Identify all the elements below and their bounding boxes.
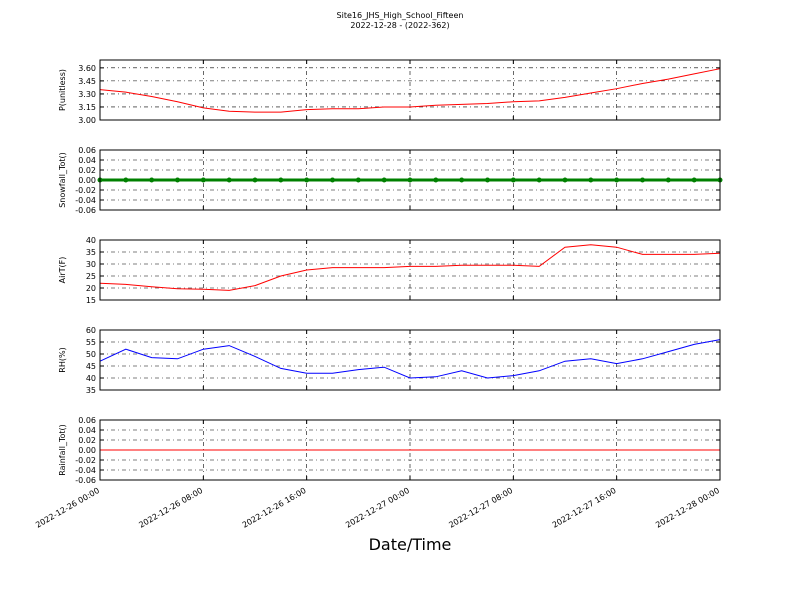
y-tick-label: 20 bbox=[86, 284, 96, 293]
chart-subtitle: 2022-12-28 - (2022-362) bbox=[350, 21, 449, 30]
data-point bbox=[510, 177, 516, 183]
data-point bbox=[330, 177, 335, 183]
data-point bbox=[175, 177, 180, 183]
y-tick-label: 3.30 bbox=[78, 90, 96, 99]
y-tick-label: 40 bbox=[86, 236, 96, 245]
data-point bbox=[407, 177, 413, 183]
data-point bbox=[665, 177, 671, 183]
y-axis-label: Rainfall_Tot() bbox=[58, 424, 67, 476]
y-tick-label: -0.02 bbox=[75, 456, 96, 465]
y-axis-label: P(unitless) bbox=[58, 69, 67, 111]
y-tick-label: 40 bbox=[86, 374, 96, 383]
y-tick-label: -0.06 bbox=[75, 206, 96, 215]
y-tick-label: 3.60 bbox=[78, 64, 96, 73]
data-point bbox=[226, 177, 232, 183]
data-line bbox=[99, 244, 721, 291]
y-tick-label: 0.02 bbox=[78, 166, 96, 175]
y-tick-label: 0.06 bbox=[78, 146, 96, 155]
data-point bbox=[278, 177, 284, 183]
chart-title: Site16_JHS_High_School_Fifteen bbox=[337, 11, 464, 20]
data-point bbox=[200, 177, 206, 183]
data-point bbox=[123, 177, 129, 183]
y-tick-label: 35 bbox=[86, 248, 96, 257]
plot-frame bbox=[99, 329, 721, 391]
y-tick-label: 3.45 bbox=[78, 77, 96, 86]
y-axis-label: AirT(F) bbox=[58, 257, 67, 284]
y-tick-label: 0.04 bbox=[78, 156, 96, 165]
x-axis-label: Date/Time bbox=[369, 535, 452, 554]
y-tick-label: 0.02 bbox=[78, 436, 96, 445]
data-point bbox=[252, 177, 258, 183]
y-tick-label: 3.00 bbox=[78, 116, 96, 125]
y-tick-label: 0.00 bbox=[78, 176, 96, 185]
data-point bbox=[640, 177, 645, 183]
plot-frame bbox=[99, 59, 721, 121]
y-tick-label: 55 bbox=[86, 338, 96, 347]
plot-frame bbox=[99, 149, 721, 211]
data-line bbox=[99, 339, 721, 379]
y-tick-label: 30 bbox=[86, 260, 96, 269]
y-tick-label: 60 bbox=[86, 326, 96, 335]
data-point bbox=[304, 177, 310, 183]
y-tick-label: 0.04 bbox=[78, 426, 96, 435]
plot-frame bbox=[99, 419, 721, 481]
y-tick-label: -0.04 bbox=[75, 196, 96, 205]
y-tick-label: -0.04 bbox=[75, 466, 96, 475]
data-point bbox=[536, 177, 542, 183]
y-tick-label: 50 bbox=[86, 350, 96, 359]
data-point bbox=[562, 177, 568, 183]
y-axis-label: Snowfall_Tot() bbox=[58, 152, 67, 208]
y-tick-label: 0.06 bbox=[78, 416, 96, 425]
y-tick-label: 0.00 bbox=[78, 446, 96, 455]
data-point bbox=[433, 177, 439, 183]
y-tick-label: 35 bbox=[86, 386, 96, 395]
y-tick-label: 15 bbox=[86, 296, 96, 305]
data-point bbox=[614, 177, 620, 183]
y-tick-label: -0.06 bbox=[75, 476, 96, 485]
data-point bbox=[691, 177, 697, 183]
y-tick-label: 45 bbox=[86, 362, 96, 371]
y-tick-label: 3.15 bbox=[78, 103, 96, 112]
y-axis-label: RH(%) bbox=[58, 347, 67, 372]
plot-frame bbox=[99, 239, 721, 301]
data-point bbox=[459, 177, 465, 183]
data-point bbox=[588, 177, 594, 183]
y-tick-label: 25 bbox=[86, 272, 96, 281]
data-point bbox=[485, 177, 490, 183]
data-point bbox=[355, 177, 361, 183]
data-line bbox=[99, 68, 721, 113]
data-point bbox=[381, 177, 387, 183]
y-tick-label: -0.02 bbox=[75, 186, 96, 195]
data-point bbox=[149, 177, 155, 183]
